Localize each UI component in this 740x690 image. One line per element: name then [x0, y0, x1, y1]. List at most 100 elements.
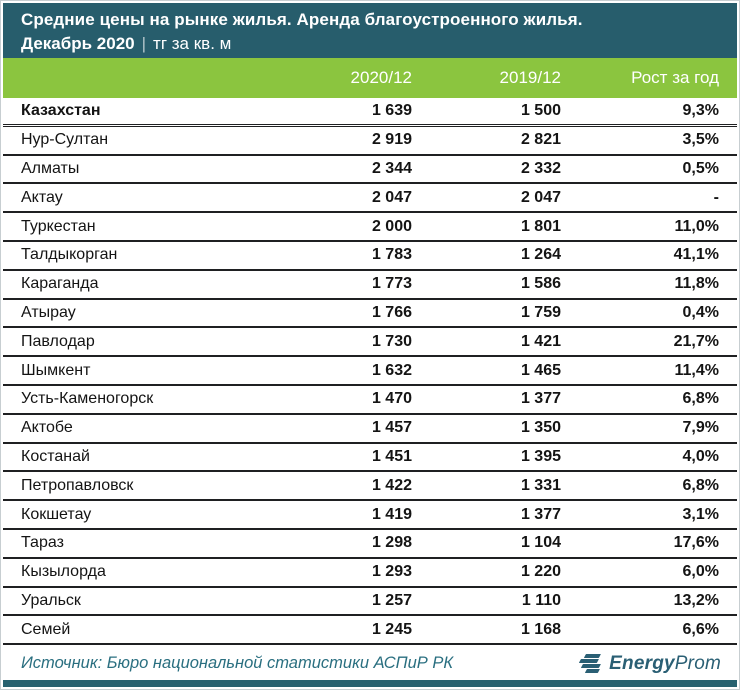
table-row: Кызылорда 1 293 1 220 6,0%: [3, 559, 737, 588]
value-2019-12: 2 332: [520, 159, 561, 177]
value-growth: 0,4%: [682, 303, 719, 321]
value-2020-12: 1 457: [371, 419, 412, 437]
table-row: Алматы 2 344 2 332 0,5%: [3, 156, 737, 185]
region-name: Павлодар: [21, 332, 95, 350]
value-growth: 3,5%: [682, 131, 719, 149]
value-growth: 11,8%: [674, 275, 719, 293]
value-growth: -: [713, 188, 719, 206]
value-2019-12: 1 586: [520, 275, 561, 293]
energyprom-bars-icon: [578, 653, 604, 675]
region-name: Кызылорда: [21, 563, 106, 581]
value-growth: 6,8%: [682, 476, 719, 494]
source-note: Источник: Бюро национальной статистики А…: [21, 654, 454, 673]
value-2019-12: 1 110: [521, 591, 561, 609]
page-title: Средние цены на рынке жилья. Аренда благ…: [21, 10, 583, 29]
value-2019-12: 1 395: [520, 447, 561, 465]
table-row: Павлодар 1 730 1 421 21,7%: [3, 328, 737, 358]
value-2020-12: 1 766: [371, 303, 412, 321]
value-2020-12: 1 245: [371, 620, 412, 638]
region-name: Караганда: [21, 275, 99, 293]
region-name: Актау: [21, 188, 63, 206]
value-2020-12: 1 470: [371, 390, 412, 408]
value-2019-12: 1 801: [520, 217, 561, 235]
value-2019-12: 1 465: [520, 361, 561, 379]
value-2019-12: 1 104: [520, 534, 561, 552]
value-2020-12: 2 000: [371, 217, 412, 235]
region-name: Казахстан: [21, 101, 101, 119]
report-footer: Источник: Бюро национальной статистики А…: [3, 645, 737, 682]
value-2020-12: 1 451: [371, 447, 412, 465]
value-2019-12: 1 220: [520, 563, 561, 581]
value-growth: 4,0%: [682, 447, 719, 465]
value-2020-12: 2 344: [371, 159, 412, 177]
energyprom-logo-text: EnergyProm: [609, 653, 721, 675]
column-header-growth: Рост за год: [631, 68, 719, 87]
region-name: Алматы: [21, 159, 80, 177]
table-row: Атырау 1 766 1 759 0,4%: [3, 300, 737, 329]
table-row: Костанай 1 451 1 395 4,0%: [3, 444, 737, 473]
subtitle-separator: |: [141, 34, 147, 53]
value-2019-12: 1 264: [520, 246, 561, 264]
value-2020-12: 2 047: [371, 188, 412, 206]
price-table: Казахстан 1 639 1 500 9,3% Нур-Султан 2 919 2 …: [3, 98, 737, 646]
value-2019-12: 1 759: [520, 303, 561, 321]
region-name: Семей: [21, 620, 71, 638]
table-row: Караганда 1 773 1 586 11,8%: [3, 271, 737, 300]
subtitle-period: Декабрь 2020: [21, 34, 135, 53]
column-header-2020: 2020/12: [350, 68, 412, 87]
value-growth: 0,5%: [682, 159, 719, 177]
region-name: Талдыкорган: [21, 246, 118, 264]
value-2020-12: 1 257: [371, 591, 412, 609]
value-growth: 7,9%: [682, 419, 719, 437]
value-2019-12: 1 421: [520, 332, 561, 350]
value-growth: 11,4%: [674, 361, 719, 379]
column-header-2019: 2019/12: [499, 68, 561, 87]
value-growth: 21,7%: [673, 332, 719, 350]
logo-text-light: Prom: [674, 652, 721, 674]
table-row: Кокшетау 1 419 1 377 3,1%: [3, 501, 737, 530]
value-2020-12: 1 783: [371, 246, 412, 264]
value-2020-12: 1 422: [371, 476, 412, 494]
region-name: Усть-Каменогорск: [21, 390, 154, 408]
table-row: Актау 2 047 2 047 -: [3, 184, 737, 214]
value-2019-12: 1 350: [520, 419, 561, 437]
value-growth: 41,1%: [673, 246, 719, 264]
value-2019-12: 1 168: [520, 620, 561, 638]
value-growth: 3,1%: [682, 505, 719, 523]
value-2020-12: 1 298: [371, 534, 412, 552]
region-name: Костанай: [21, 447, 90, 465]
table-row: Актобе 1 457 1 350 7,9%: [3, 415, 737, 444]
value-growth: 17,6%: [673, 534, 719, 552]
table-row: Тараз 1 298 1 104 17,6%: [3, 530, 737, 559]
table-row: Талдыкорган 1 783 1 264 41,1%: [3, 242, 737, 271]
value-2020-12: 2 919: [371, 131, 412, 149]
table-row: Усть-Каменогорск 1 470 1 377 6,8%: [3, 386, 737, 415]
value-2019-12: 2 047: [520, 188, 561, 206]
report-header: Средние цены на рынке жилья. Аренда благ…: [3, 3, 737, 58]
value-growth: 6,8%: [682, 390, 719, 408]
region-name: Туркестан: [21, 217, 96, 235]
value-2020-12: 1 419: [371, 505, 412, 523]
subtitle-unit: тг за кв. м: [153, 34, 232, 53]
value-2020-12: 1 632: [371, 361, 412, 379]
table-row: Уральск 1 257 1 110 13,2%: [3, 588, 737, 617]
table-row: Семей 1 245 1 168 6,6%: [3, 616, 737, 646]
value-growth: 6,0%: [682, 563, 719, 581]
value-2019-12: 1 377: [520, 390, 561, 408]
region-name: Атырау: [21, 303, 76, 321]
value-growth: 13,2%: [673, 591, 719, 609]
logo-text-bold: Energy: [609, 652, 675, 674]
region-name: Нур-Султан: [21, 131, 109, 149]
value-2019-12: 2 821: [520, 131, 561, 149]
energyprom-logo: EnergyProm: [578, 653, 721, 675]
value-2019-12: 1 331: [520, 476, 561, 494]
value-2020-12: 1 293: [371, 563, 412, 581]
value-2020-12: 1 730: [371, 332, 412, 350]
table-row: Нур-Султан 2 919 2 821 3,5%: [3, 127, 737, 156]
region-name: Петропавловск: [21, 476, 134, 494]
region-name: Тараз: [21, 534, 64, 552]
value-growth: 9,3%: [682, 101, 719, 119]
page-subtitle: Декабрь 2020 | тг за кв. м: [21, 32, 719, 56]
value-growth: 6,6%: [682, 620, 719, 638]
